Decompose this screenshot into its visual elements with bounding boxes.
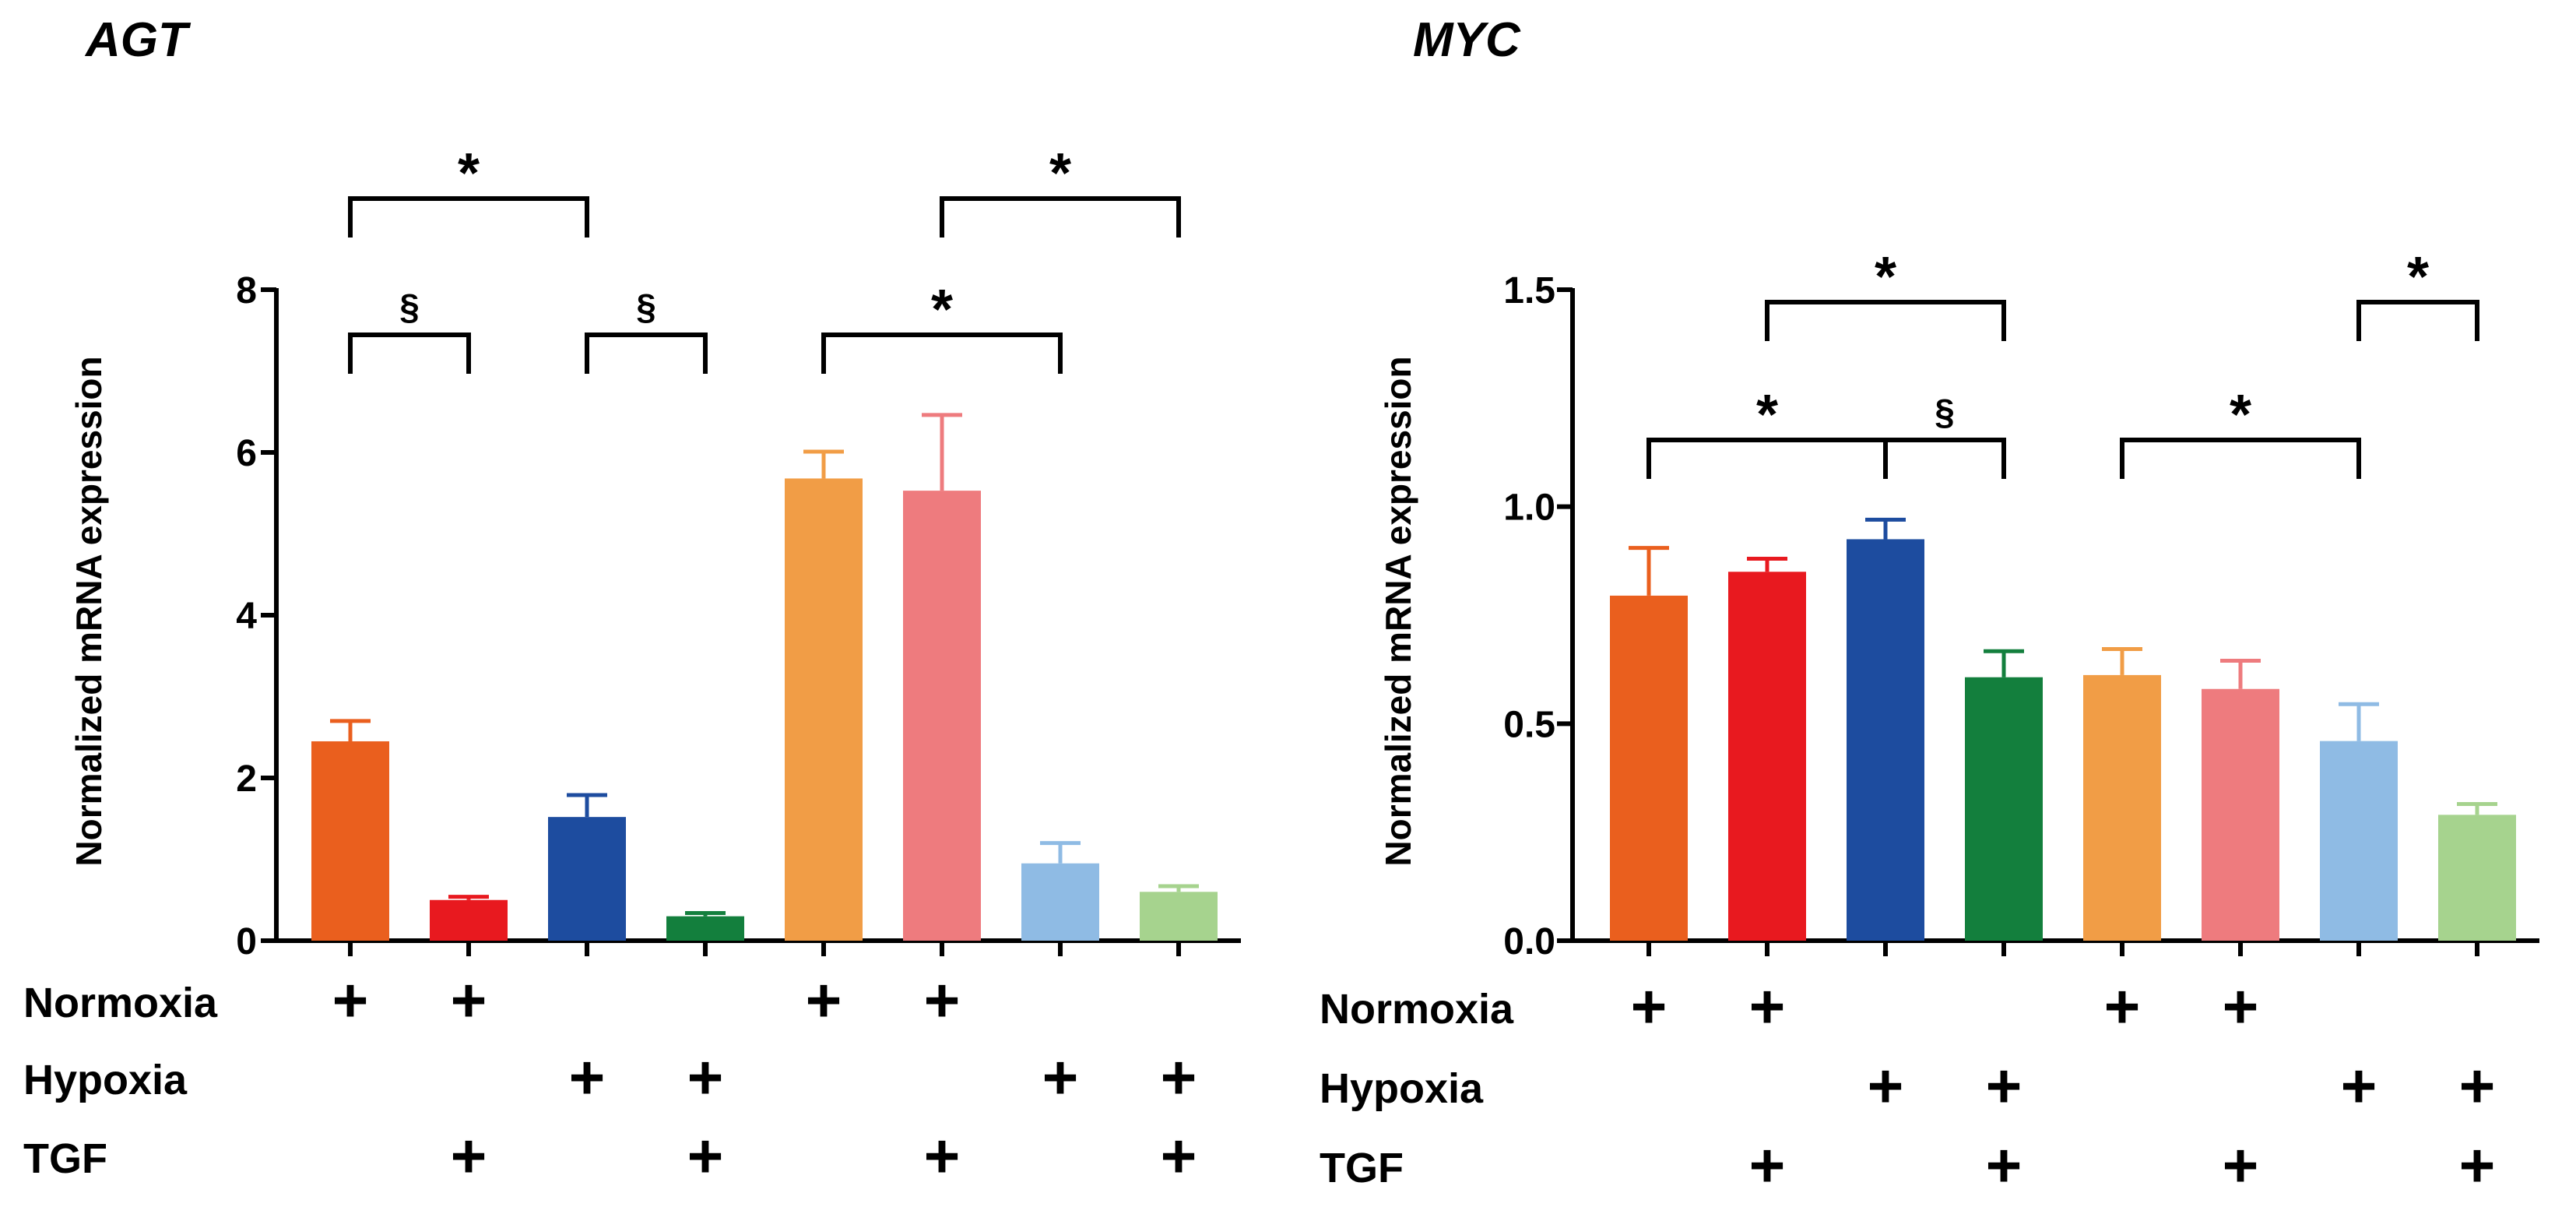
- significance-bracket: [348, 196, 589, 238]
- condition-mark: +: [1161, 1043, 1197, 1112]
- condition-mark: +: [1749, 972, 1786, 1041]
- condition-label: Normoxia: [1320, 986, 1514, 1033]
- condition-mark: +: [1749, 1131, 1786, 1200]
- significance-label: *: [2230, 384, 2251, 446]
- bar: [2320, 741, 2398, 941]
- significance-label: *: [1875, 246, 1896, 308]
- condition-mark: +: [924, 1121, 961, 1191]
- bar: [1847, 539, 1924, 941]
- chart-title: AGT: [84, 13, 192, 67]
- condition-mark: +: [569, 1043, 606, 1112]
- y-tick-label: 1.0: [1503, 487, 1555, 529]
- condition-mark: +: [2104, 972, 2141, 1041]
- y-tick-label: 1.5: [1503, 270, 1555, 311]
- condition-mark: +: [2223, 972, 2259, 1041]
- bar: [1021, 863, 1099, 941]
- condition-mark: +: [2223, 1131, 2259, 1200]
- condition-label: TGF: [1320, 1145, 1404, 1191]
- y-tick-label: 6: [236, 433, 257, 474]
- significance-label: *: [2407, 246, 2429, 308]
- bar: [430, 899, 508, 941]
- y-tick-label: 0: [236, 921, 257, 962]
- significance-label: *: [931, 279, 953, 341]
- condition-mark: +: [451, 1121, 487, 1191]
- condition-mark: +: [1161, 1121, 1197, 1191]
- significance-bracket: [821, 333, 1063, 374]
- condition-mark: +: [2459, 1131, 2496, 1200]
- significance-bracket: [1765, 300, 2006, 341]
- significance-bracket: [585, 333, 708, 374]
- significance-label: §: [1935, 392, 1955, 432]
- bar: [1140, 892, 1218, 941]
- bar: [903, 491, 981, 941]
- significance-label: §: [399, 287, 420, 327]
- condition-mark: +: [451, 966, 487, 1035]
- agt-panel: AGT Normalized mRNA expression 0 2 4 6 8 * * § § * N…: [23, 13, 1241, 1191]
- chart-title: MYC: [1413, 13, 1521, 67]
- bar: [785, 478, 863, 941]
- y-tick-label: 0.5: [1503, 704, 1555, 745]
- condition-label: Hypoxia: [1320, 1065, 1484, 1112]
- significance-bracket: [348, 333, 471, 374]
- y-tick-label: 0.0: [1503, 921, 1555, 962]
- significance-bracket: [2356, 300, 2479, 341]
- condition-mark: +: [687, 1121, 724, 1191]
- condition-mark: +: [1631, 972, 1668, 1041]
- condition-mark: +: [687, 1043, 724, 1112]
- significance-label: §: [636, 287, 656, 327]
- condition-mark: +: [332, 966, 369, 1035]
- y-tick-label: 4: [236, 596, 257, 637]
- bar: [2083, 674, 2161, 941]
- bar: [1728, 572, 1806, 941]
- condition-mark: +: [2459, 1051, 2496, 1121]
- significance-label: *: [458, 143, 480, 205]
- y-axis-label: Normalized mRNA expression: [1378, 356, 1418, 866]
- bar: [311, 741, 389, 941]
- significance-bracket: [1883, 438, 2006, 479]
- significance-label: *: [1756, 384, 1778, 446]
- condition-mark: +: [924, 966, 961, 1035]
- significance-bracket: [940, 196, 1181, 238]
- condition-mark: +: [2341, 1051, 2377, 1121]
- condition-mark: +: [806, 966, 842, 1035]
- condition-mark: +: [1042, 1043, 1079, 1112]
- y-tick-label: 2: [236, 758, 257, 800]
- y-tick-label: 8: [236, 270, 257, 311]
- bar: [2202, 688, 2279, 941]
- bar: [1610, 595, 1688, 941]
- condition-label: TGF: [23, 1135, 107, 1182]
- bar: [548, 817, 626, 941]
- bar: [1965, 677, 2043, 941]
- myc-panel: MYC Normalized mRNA expression 0.0 0.5 1.0 1.…: [1320, 13, 2539, 1200]
- y-axis-label: Normalized mRNA expression: [69, 356, 109, 866]
- condition-mark: +: [1986, 1131, 2022, 1200]
- bar: [666, 916, 744, 941]
- condition-mark: +: [1868, 1051, 1904, 1121]
- condition-mark: +: [1986, 1051, 2022, 1121]
- significance-label: *: [1049, 143, 1071, 205]
- bar: [2438, 815, 2516, 941]
- significance-bracket: [2120, 438, 2361, 479]
- condition-label: Hypoxia: [23, 1057, 188, 1103]
- condition-label: Normoxia: [23, 980, 218, 1026]
